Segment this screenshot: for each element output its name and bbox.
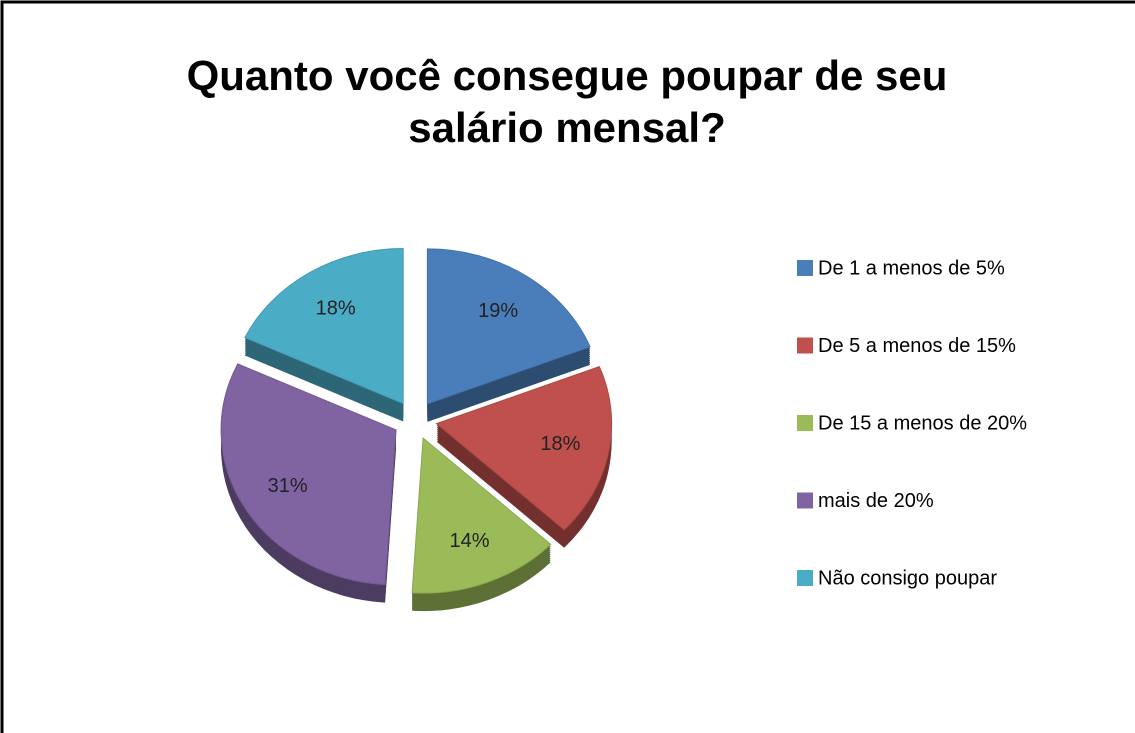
legend-swatch [797, 337, 813, 354]
legend-swatch [797, 492, 813, 509]
legend-label: De 5 a menos de 15% [818, 335, 1016, 357]
data-label: 19% [478, 300, 518, 322]
legend-label: De 15 a menos de 20% [818, 412, 1027, 434]
slice [244, 248, 404, 405]
slice [220, 363, 397, 586]
legend-label: Não consigo poupar [818, 567, 997, 589]
legend-swatch [797, 570, 813, 586]
legend-label: De 1 a menos de 5% [818, 257, 1005, 279]
data-label: 31% [268, 475, 308, 497]
slice [435, 365, 613, 531]
chart-title: Quanto você consegue poupar de seu salár… [186, 52, 948, 151]
slice [426, 248, 591, 405]
legend-label: mais de 20% [818, 490, 934, 512]
slice [411, 437, 552, 594]
data-label: 14% [449, 530, 489, 552]
data-label: 18% [540, 433, 580, 455]
data-label: 18% [316, 298, 356, 320]
legend-swatch [797, 260, 813, 276]
legend-swatch [797, 415, 813, 431]
